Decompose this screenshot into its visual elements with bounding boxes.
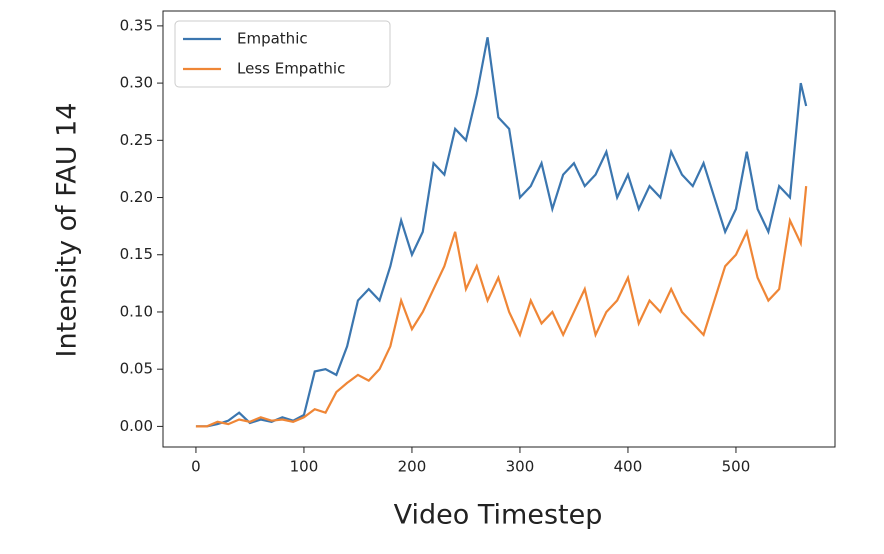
x-tick-label: 200 bbox=[398, 458, 427, 476]
legend-box bbox=[174, 20, 391, 88]
x-tick-label: 100 bbox=[290, 458, 319, 476]
y-tick-label: 0.20 bbox=[120, 188, 153, 206]
x-tick-label: 300 bbox=[506, 458, 535, 476]
y-tick-label: 0.15 bbox=[120, 245, 153, 263]
x-tick-label: 400 bbox=[614, 458, 643, 476]
y-tick-label: 0.05 bbox=[120, 360, 153, 378]
line-series bbox=[195, 37, 808, 428]
y-tick-label: 0.30 bbox=[120, 74, 153, 92]
y-axis-label: Intensity of FAU 14 bbox=[52, 103, 83, 358]
y-tick-label: 0.35 bbox=[120, 16, 153, 34]
legend-label: Less Empathic bbox=[237, 60, 345, 78]
y-tick-label: 0.00 bbox=[120, 417, 153, 435]
y-tick-label: 0.25 bbox=[120, 131, 153, 149]
x-tick-label: 500 bbox=[722, 458, 751, 476]
y-tick-label: 0.10 bbox=[120, 302, 153, 320]
x-axis-label: Video Timestep bbox=[394, 500, 603, 531]
legend-label: Empathic bbox=[237, 30, 308, 48]
x-tick-label: 0 bbox=[191, 458, 201, 476]
line-series bbox=[195, 185, 808, 428]
plot-frame bbox=[162, 10, 836, 448]
